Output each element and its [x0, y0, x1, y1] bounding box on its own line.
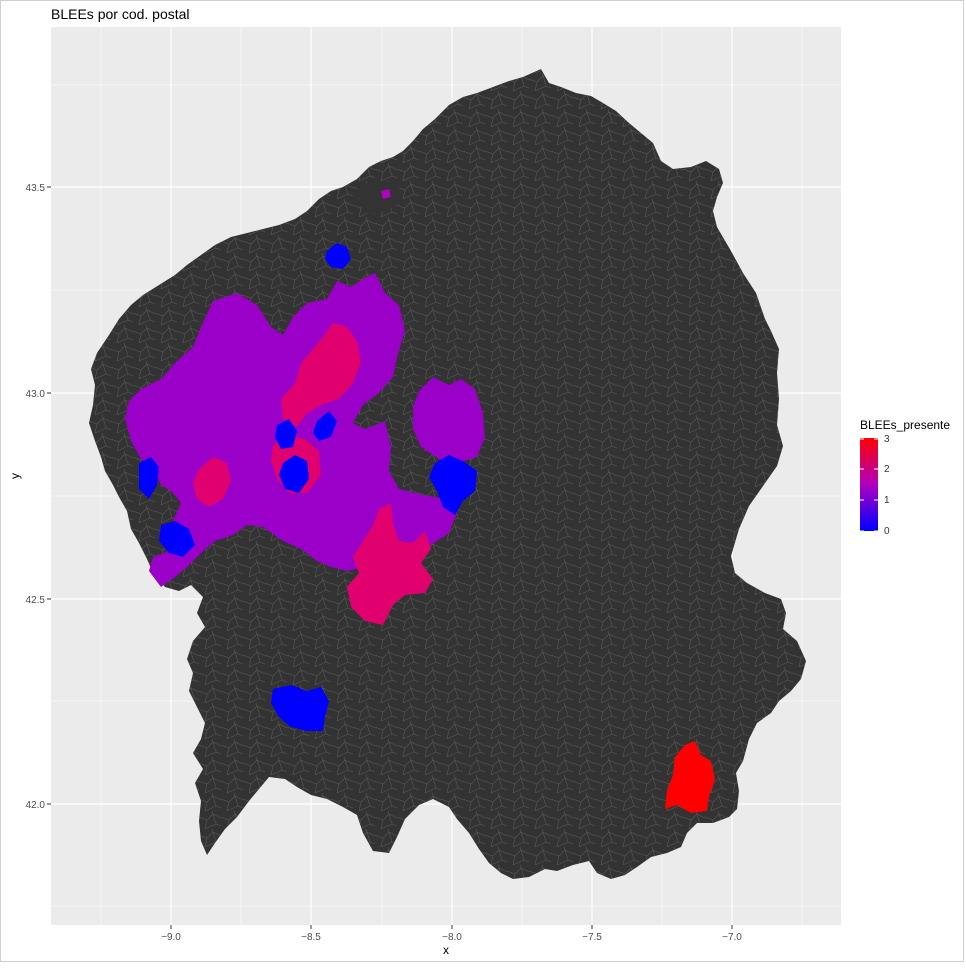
chart-title: BLEEs por cod. postal	[51, 6, 190, 22]
x-tick-label: −9.0	[161, 932, 181, 943]
legend-tick-label: 3	[884, 434, 890, 445]
region-east-blue	[429, 455, 477, 515]
region-southeast-red	[665, 741, 715, 813]
x-axis-title: x	[443, 943, 449, 957]
legend-tick-label: 1	[884, 495, 890, 506]
y-tick-label: 43.5	[26, 183, 46, 194]
region-west-blue	[139, 457, 159, 499]
region-south-central	[347, 503, 433, 625]
region-central-blue-c	[313, 411, 337, 441]
legend-tick-label: 2	[884, 464, 890, 475]
legend-title: BLEEs_presente	[860, 418, 950, 432]
region-north-central	[281, 323, 361, 427]
region-central-blue-b	[279, 455, 309, 493]
region-nw-blue	[325, 243, 351, 269]
x-tick-label: −8.0	[442, 932, 462, 943]
y-tick-label: 43.0	[26, 389, 46, 400]
x-axis: −9.0 −8.5 −8.0 −7.5 −7.0 x	[161, 925, 742, 957]
region-south-blue	[271, 685, 329, 731]
legend-tick-label: 0	[884, 526, 890, 537]
region-north-tip	[381, 189, 391, 199]
region-sw-blue	[159, 521, 195, 557]
highlighted-regions	[125, 189, 715, 813]
y-axis-title: y	[8, 473, 22, 479]
x-tick-label: −7.0	[722, 932, 742, 943]
y-tick-label: 42.5	[26, 595, 46, 606]
region-central-blue-a	[275, 419, 297, 449]
legend: BLEEs_presente 0 1 2 3	[860, 418, 950, 537]
x-tick-label: −7.5	[582, 932, 602, 943]
y-axis: 42.0 42.5 43.0 43.5 y	[8, 183, 51, 811]
region-west-magenta	[193, 457, 231, 507]
region-east	[413, 377, 485, 463]
legend-colorbar	[860, 438, 878, 531]
y-tick-label: 42.0	[26, 800, 46, 811]
north-peninsula	[357, 181, 403, 215]
x-tick-label: −8.5	[301, 932, 321, 943]
